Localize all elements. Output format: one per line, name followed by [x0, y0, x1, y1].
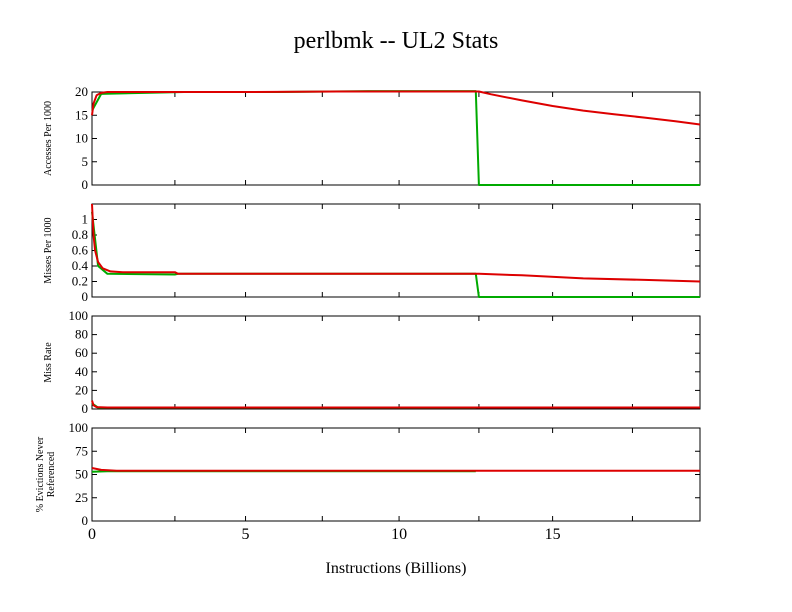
- y-tick-label: 25: [75, 490, 88, 505]
- y-tick-label: 0.4: [72, 258, 89, 273]
- chart-title: perlbmk -- UL2 Stats: [293, 28, 499, 54]
- x-axis-label: Instructions (Billions): [325, 560, 467, 577]
- y-axis-label-line: Referenced: [46, 452, 57, 498]
- series-line: [91, 90, 700, 186]
- y-tick-label: 15: [75, 107, 88, 122]
- y-axis-label: Miss Rate: [43, 342, 54, 383]
- y-tick-label: 10: [75, 131, 88, 146]
- y-tick-label: 0: [82, 289, 89, 304]
- panel-frame: [91, 315, 701, 410]
- y-tick-label: 5: [82, 154, 89, 169]
- y-tick-label: 60: [75, 345, 88, 360]
- y-tick-label: 100: [69, 420, 89, 435]
- y-axis-label: Accesses Per 1000: [43, 101, 54, 176]
- y-tick-label: 0.6: [72, 243, 89, 258]
- y-tick-label: 20: [75, 84, 88, 99]
- panel-frame: [91, 91, 701, 186]
- y-tick-label: 40: [75, 364, 88, 379]
- y-tick-label: 0: [82, 401, 89, 416]
- y-tick-label: 20: [75, 382, 88, 397]
- x-tick-label: 5: [242, 526, 250, 543]
- panel-1: 0 5 10 15 20 Accesses Per 1000: [43, 84, 701, 192]
- x-tick-label: 0: [88, 526, 96, 543]
- panel-4: 0 25 50 75 100 % Evictions NeverReferenced 0 5 1…: [35, 420, 701, 543]
- panel-frame: [91, 203, 701, 298]
- y-tick-label: 100: [69, 308, 89, 323]
- x-tick-label: 10: [391, 526, 407, 543]
- series-line: [91, 400, 700, 409]
- y-axis-label: Misses Per 1000: [43, 217, 54, 283]
- y-tick-label: 0: [82, 177, 89, 192]
- y-tick-label: 75: [75, 443, 88, 458]
- series-line: [91, 467, 700, 472]
- y-tick-label: 80: [75, 327, 88, 342]
- series-line: [91, 203, 701, 283]
- series-line: [91, 211, 700, 298]
- panel-frame: [91, 427, 701, 522]
- y-tick-label: 0.2: [72, 274, 88, 289]
- y-axis-label: % Evictions NeverReferenced: [35, 436, 57, 512]
- series-line: [91, 90, 701, 126]
- y-axis-label-line: % Evictions Never: [35, 436, 46, 512]
- panel-2: 00.20.40.60.81 Misses Per 1000: [43, 203, 701, 304]
- x-tick-label: 15: [545, 526, 561, 543]
- y-tick-label: 0: [82, 513, 89, 528]
- y-tick-label: 0.8: [72, 227, 88, 242]
- panel-3: 0 20 40 60 80 100 Miss Rate: [43, 308, 701, 416]
- y-tick-label: 1: [82, 212, 89, 227]
- y-tick-label: 50: [75, 467, 88, 482]
